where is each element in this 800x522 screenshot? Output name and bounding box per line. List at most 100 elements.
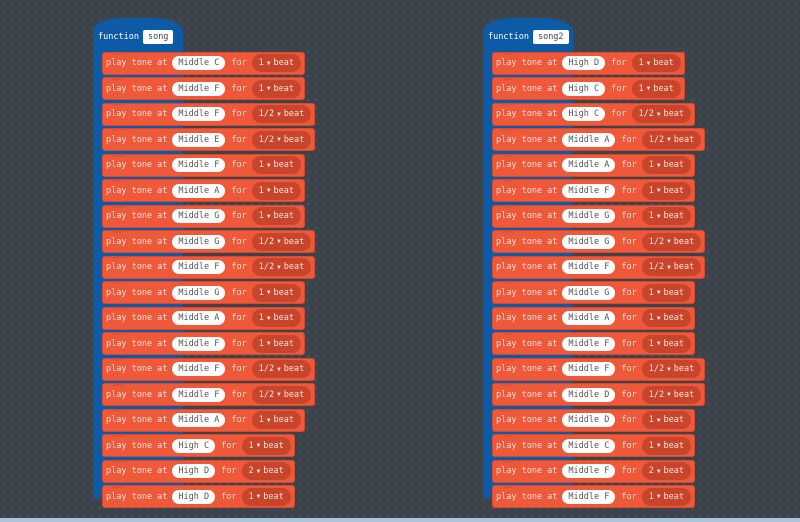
beat-dropdown[interactable]: 1/2 ▼ beat (251, 130, 312, 149)
function-name-field[interactable]: song (142, 30, 174, 44)
note-field[interactable]: Middle F (562, 260, 616, 274)
beat-dropdown[interactable]: 1 ▼ beat (641, 436, 691, 455)
note-field[interactable]: Middle G (172, 285, 226, 300)
play-tone-block[interactable]: play tone at Middle F for 1 ▼ beat (492, 332, 695, 355)
beat-dropdown[interactable]: 1 ▼ beat (251, 181, 301, 200)
beat-dropdown[interactable]: 1/2 ▼ beat (251, 385, 312, 404)
play-tone-block[interactable]: play tone at Middle F for 1 ▼ beat (102, 332, 305, 355)
play-tone-block[interactable]: play tone at High D for 1 ▼ beat (492, 51, 685, 75)
play-tone-block[interactable]: play tone at Middle G for 1/2 ▼ beat (492, 230, 706, 253)
play-tone-block[interactable]: play tone at Middle A for 1/2 ▼ beat (492, 128, 706, 151)
beat-dropdown[interactable]: 1 ▼ beat (251, 309, 301, 327)
play-tone-block[interactable]: play tone at Middle F for 1 ▼ beat (492, 179, 695, 202)
play-tone-block[interactable]: play tone at Middle F for 2 ▼ beat (492, 459, 695, 483)
note-field[interactable]: Middle A (562, 311, 616, 325)
play-tone-block[interactable]: play tone at Middle A for 1 ▼ beat (492, 306, 695, 330)
play-tone-block[interactable]: play tone at Middle D for 1/2 ▼ beat (492, 383, 706, 406)
beat-dropdown[interactable]: 1 ▼ beat (241, 436, 291, 455)
note-field[interactable]: Middle F (172, 362, 226, 376)
play-tone-block[interactable]: play tone at Middle A for 1 ▼ beat (492, 153, 695, 177)
beat-dropdown[interactable]: 1 ▼ beat (251, 334, 301, 353)
beat-dropdown[interactable]: 1/2 ▼ beat (251, 105, 312, 123)
beat-dropdown[interactable]: 2 ▼ beat (641, 462, 691, 480)
beat-dropdown[interactable]: 2 ▼ beat (241, 462, 291, 480)
note-field[interactable]: Middle D (562, 413, 616, 427)
play-tone-block[interactable]: play tone at Middle F for 1 ▼ beat (492, 485, 695, 508)
note-field[interactable]: Middle F (562, 489, 616, 504)
play-tone-block[interactable]: play tone at Middle G for 1 ▼ beat (492, 204, 695, 228)
note-field[interactable]: High C (562, 107, 606, 121)
note-field[interactable]: Middle F (172, 158, 226, 172)
beat-dropdown[interactable]: 1 ▼ beat (631, 54, 681, 72)
note-field[interactable]: Middle G (172, 209, 226, 223)
play-tone-block[interactable]: play tone at Middle F for 1/2 ▼ beat (102, 255, 316, 279)
note-field[interactable]: Middle F (562, 464, 616, 478)
note-field[interactable]: High C (562, 81, 606, 96)
beat-dropdown[interactable]: 1 ▼ beat (251, 411, 301, 429)
play-tone-block[interactable]: play tone at Middle F for 1/2 ▼ beat (102, 383, 316, 406)
play-tone-block[interactable]: play tone at Middle E for 1/2 ▼ beat (102, 128, 316, 151)
beat-dropdown[interactable]: 1/2 ▼ beat (641, 232, 702, 251)
play-tone-block[interactable]: play tone at Middle A for 1 ▼ beat (102, 179, 305, 202)
play-tone-block[interactable]: play tone at Middle G for 1 ▼ beat (492, 281, 695, 304)
play-tone-block[interactable]: play tone at Middle F for 1 ▼ beat (102, 77, 305, 100)
note-field[interactable]: Middle G (562, 209, 616, 223)
beat-dropdown[interactable]: 1 ▼ beat (641, 309, 691, 327)
note-field[interactable]: Middle F (562, 183, 616, 198)
note-field[interactable]: Middle E (172, 132, 226, 147)
note-field[interactable]: High D (172, 464, 216, 478)
beat-dropdown[interactable]: 1 ▼ beat (251, 283, 301, 302)
beat-dropdown[interactable]: 1 ▼ beat (631, 79, 681, 98)
play-tone-block[interactable]: play tone at High D for 1 ▼ beat (102, 485, 295, 508)
play-tone-block[interactable]: play tone at Middle F for 1/2 ▼ beat (492, 357, 706, 381)
beat-dropdown[interactable]: 1 ▼ beat (251, 79, 301, 98)
beat-dropdown[interactable]: 1 ▼ beat (251, 156, 301, 174)
note-field[interactable]: Middle C (172, 56, 226, 70)
play-tone-block[interactable]: play tone at Middle D for 1 ▼ beat (492, 408, 695, 432)
note-field[interactable]: Middle A (172, 311, 226, 325)
note-field[interactable]: Middle F (562, 362, 616, 376)
play-tone-block[interactable]: play tone at Middle F for 1/2 ▼ beat (492, 255, 706, 279)
note-field[interactable]: Middle D (562, 387, 616, 402)
play-tone-block[interactable]: play tone at Middle C for 1 ▼ beat (102, 51, 305, 75)
beat-dropdown[interactable]: 1 ▼ beat (641, 156, 691, 174)
play-tone-block[interactable]: play tone at High C for 1/2 ▼ beat (492, 102, 695, 126)
note-field[interactable]: High C (172, 438, 216, 453)
beat-dropdown[interactable]: 1 ▼ beat (241, 487, 291, 506)
note-field[interactable]: High D (562, 56, 606, 70)
beat-dropdown[interactable]: 1 ▼ beat (641, 181, 691, 200)
play-tone-block[interactable]: play tone at High D for 2 ▼ beat (102, 459, 295, 483)
beat-dropdown[interactable]: 1/2 ▼ beat (251, 360, 312, 378)
play-tone-block[interactable]: play tone at Middle A for 1 ▼ beat (102, 408, 305, 432)
note-field[interactable]: Middle A (172, 413, 226, 427)
beat-dropdown[interactable]: 1 ▼ beat (251, 207, 301, 225)
play-tone-block[interactable]: play tone at Middle G for 1 ▼ beat (102, 204, 305, 228)
beat-dropdown[interactable]: 1 ▼ beat (641, 334, 691, 353)
beat-dropdown[interactable]: 1 ▼ beat (641, 283, 691, 302)
beat-dropdown[interactable]: 1 ▼ beat (641, 411, 691, 429)
note-field[interactable]: Middle F (172, 336, 226, 351)
beat-dropdown[interactable]: 1 ▼ beat (251, 54, 301, 72)
play-tone-block[interactable]: play tone at Middle F for 1/2 ▼ beat (102, 102, 316, 126)
note-field[interactable]: Middle F (172, 260, 226, 274)
note-field[interactable]: Middle G (172, 234, 226, 249)
note-field[interactable]: Middle G (562, 234, 616, 249)
note-field[interactable]: Middle C (562, 438, 616, 453)
beat-dropdown[interactable]: 1/2 ▼ beat (641, 258, 702, 276)
play-tone-block[interactable]: play tone at Middle F for 1/2 ▼ beat (102, 357, 316, 381)
play-tone-block[interactable]: play tone at Middle G for 1 ▼ beat (102, 281, 305, 304)
note-field[interactable]: High D (172, 489, 216, 504)
note-field[interactable]: Middle F (172, 81, 226, 96)
note-field[interactable]: Middle F (562, 336, 616, 351)
note-field[interactable]: Middle F (172, 387, 226, 402)
play-tone-block[interactable]: play tone at Middle F for 1 ▼ beat (102, 153, 305, 177)
beat-dropdown[interactable]: 1/2 ▼ beat (641, 130, 702, 149)
beat-dropdown[interactable]: 1/2 ▼ beat (641, 360, 702, 378)
beat-dropdown[interactable]: 1 ▼ beat (641, 207, 691, 225)
note-field[interactable]: Middle G (562, 285, 616, 300)
play-tone-block[interactable]: play tone at Middle G for 1/2 ▼ beat (102, 230, 316, 253)
note-field[interactable]: Middle F (172, 107, 226, 121)
beat-dropdown[interactable]: 1/2 ▼ beat (641, 385, 702, 404)
note-field[interactable]: Middle A (562, 132, 616, 147)
note-field[interactable]: Middle A (172, 183, 226, 198)
